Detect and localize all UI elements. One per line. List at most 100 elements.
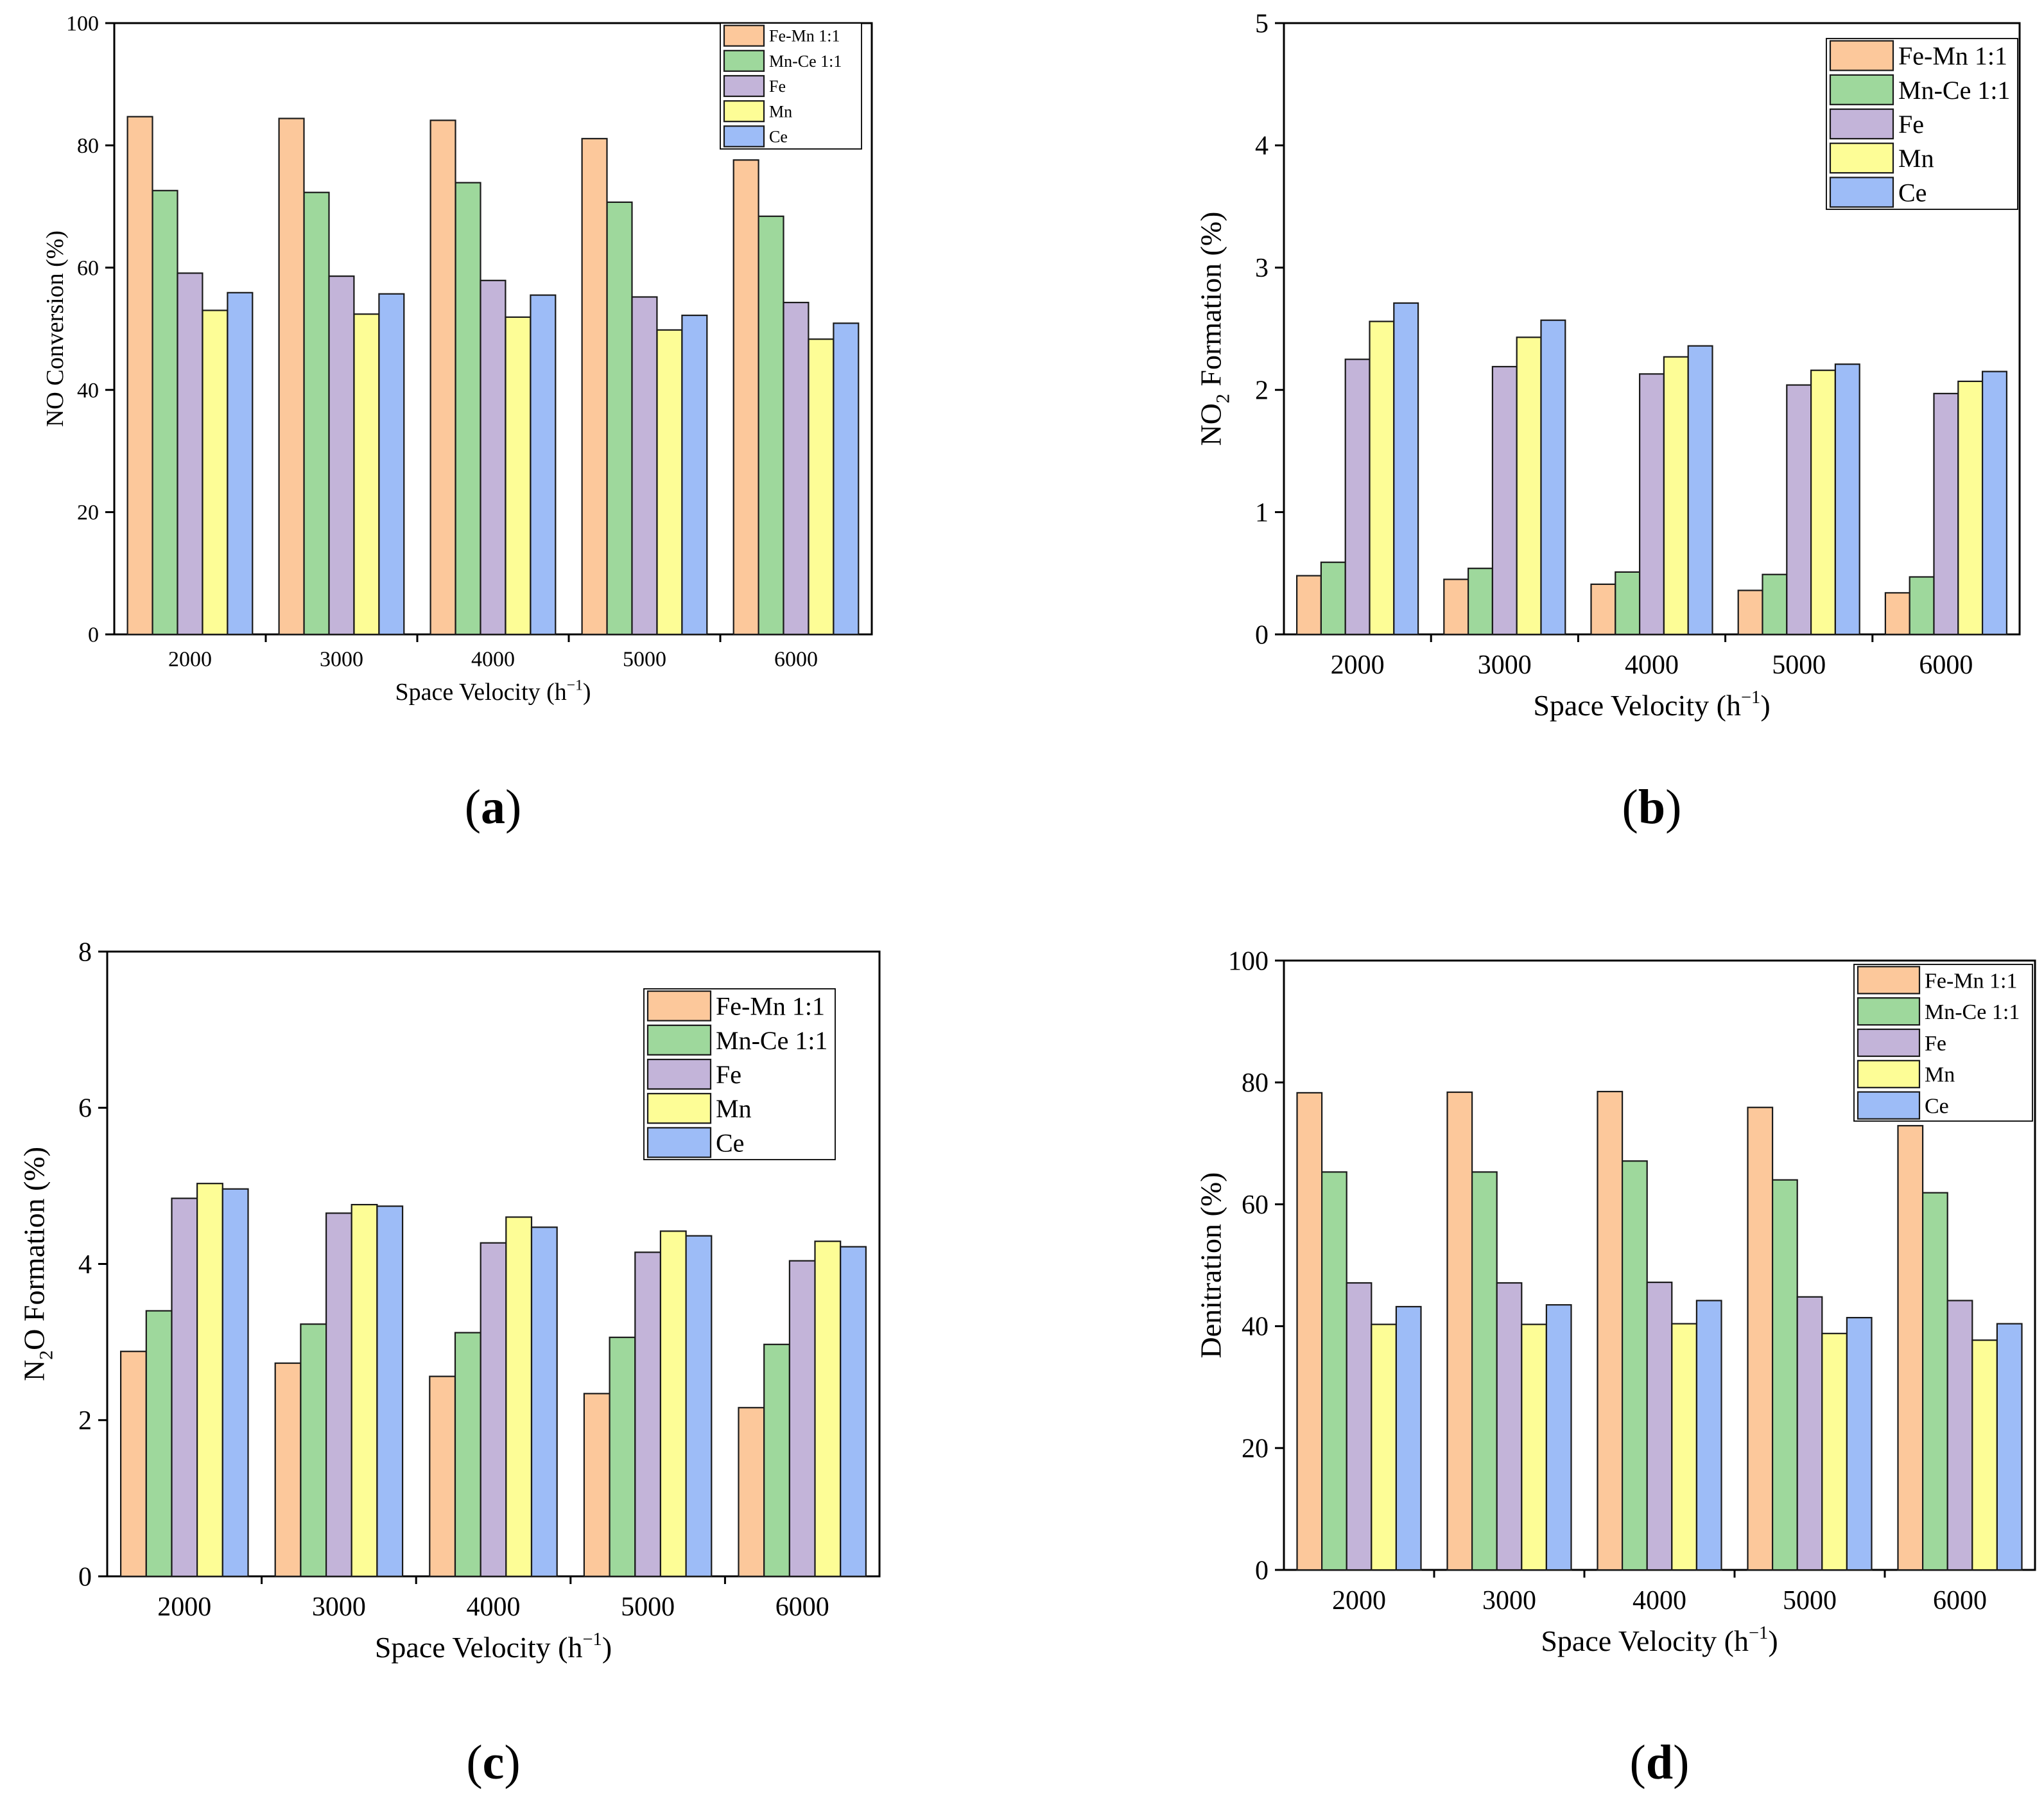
legend-swatch-fe — [646, 1058, 712, 1090]
bar-ce-3000 — [1540, 319, 1566, 636]
x-tick-label-5000: 5000 — [623, 647, 666, 671]
panel-label-close: ) — [1665, 780, 1681, 834]
y-axis-title-main: N — [17, 1360, 50, 1381]
y-tick-label: 0 — [78, 1562, 92, 1592]
x-axis-title-sup: −1 — [582, 1630, 602, 1650]
legend-label-mn: Mn — [716, 1094, 752, 1123]
x-axis-title: Space Velocity (h−1) — [395, 677, 591, 706]
x-axis-title-sup: −1 — [1741, 688, 1760, 708]
bar-fe-3000 — [1496, 1282, 1523, 1571]
legend-label-mn-ce-1-1: Mn-Ce 1:1 — [1898, 76, 2010, 105]
bar-fe-4000 — [480, 1242, 507, 1578]
x-tick-label-6000: 6000 — [775, 1592, 829, 1622]
panel-label-open: ( — [465, 780, 481, 834]
legend-label-mn: Mn — [769, 102, 792, 121]
bar-fe-3000 — [1491, 365, 1518, 636]
y-axis-title: NO2 Formation (%) — [1194, 211, 1233, 446]
y-tick-label: 0 — [1255, 620, 1269, 650]
y-tick-label: 5 — [1255, 9, 1269, 39]
bar-fe-mn-1-1-5000 — [1737, 589, 1763, 636]
y-tick-label: 2 — [1255, 376, 1269, 405]
x-tick-label-4000: 4000 — [1625, 650, 1679, 680]
panel-label-open: ( — [1622, 780, 1638, 834]
legend-label-fe: Fe — [1925, 1032, 1946, 1056]
bar-fe-3000 — [328, 275, 355, 636]
bar-mn-4000 — [505, 1216, 533, 1578]
x-axis-title-sup: −1 — [567, 677, 583, 694]
x-tick-label-4000: 4000 — [471, 647, 515, 671]
x-tick-label-2000: 2000 — [157, 1592, 211, 1622]
legend-swatch-mn — [646, 1093, 712, 1124]
legend-swatch-mn-ce-1-1 — [1857, 997, 1921, 1026]
x-tick-label-6000: 6000 — [1933, 1586, 1987, 1615]
y-tick-label: 60 — [1242, 1190, 1269, 1220]
bar-ce-3000 — [376, 1205, 404, 1578]
x-axis-title-main: Space Velocity (h — [395, 679, 566, 706]
legend-label-mn-ce-1-1: Mn-Ce 1:1 — [716, 1026, 827, 1055]
bar-ce-5000 — [681, 315, 708, 636]
bar-mn-ce-1-1-2000 — [152, 189, 178, 636]
bar-fe-mn-1-1-5000 — [1747, 1106, 1774, 1571]
legend-label-ce: Ce — [1898, 178, 1927, 207]
bar-fe-5000 — [1786, 384, 1812, 636]
y-tick-label: 100 — [1228, 946, 1269, 976]
bar-mn-ce-1-1-3000 — [303, 191, 330, 636]
bar-fe-mn-1-1-4000 — [1590, 583, 1616, 636]
legend-label-mn-ce-1-1: Mn-Ce 1:1 — [1925, 1000, 2020, 1024]
x-axis-title-main: Space Velocity (h — [1541, 1624, 1749, 1657]
bar-ce-5000 — [1846, 1317, 1873, 1571]
bar-mn-3000 — [351, 1203, 378, 1578]
bar-fe-4000 — [480, 279, 507, 636]
panel-c: 0 2 4 6 8 2000 3000 4000 5000 6000 Space Velocity … — [17, 937, 881, 1790]
legend-swatch-mn-ce-1-1 — [1829, 74, 1894, 105]
y-tick-label: 1 — [1255, 498, 1269, 528]
bar-mn-ce-1-1-3000 — [1471, 1171, 1498, 1571]
y-tick-label: 4 — [1255, 132, 1269, 161]
panel-d: 0 20 40 60 80 100 2000 3000 4000 5000 6000 Space Ve… — [1194, 946, 2036, 1790]
bar-mn-ce-1-1-3000 — [1468, 568, 1494, 636]
bar-fe-mn-1-1-6000 — [732, 159, 759, 636]
legend-swatch-fe — [1829, 108, 1894, 140]
y-tick-label: 80 — [1242, 1068, 1269, 1098]
bar-mn-ce-1-1-4000 — [454, 1332, 481, 1578]
bar-fe-mn-1-1-4000 — [429, 119, 456, 636]
panel-label: (b) — [1622, 780, 1682, 834]
y-tick-label: 20 — [77, 501, 99, 525]
bar-mn-ce-1-1-6000 — [763, 1343, 790, 1578]
panel-b: 0 1 2 3 4 5 2000 3000 4000 5000 6000 Space Velocity… — [1194, 9, 2021, 834]
panel-label-open: ( — [466, 1736, 482, 1790]
x-tick-label-3000: 3000 — [312, 1592, 366, 1622]
panel-a: 0 20 40 60 80 100 2000 3000 4000 5000 6000 Space Ve… — [42, 12, 873, 834]
bar-fe-mn-1-1-3000 — [1443, 579, 1469, 636]
x-axis-title-end: ) — [1760, 689, 1770, 722]
bar-fe-6000 — [788, 1260, 816, 1578]
bar-mn-ce-1-1-4000 — [455, 182, 481, 636]
bar-fe-mn-1-1-6000 — [738, 1407, 765, 1578]
y-axis-title: NO Conversion (%) — [42, 231, 69, 427]
legend-swatch-fe — [1857, 1028, 1921, 1058]
x-axis-title: Space Velocity (h−1) — [375, 1630, 612, 1664]
bar-ce-6000 — [1996, 1323, 2023, 1571]
legend-swatch-mn-ce-1-1 — [723, 49, 765, 72]
bar-mn-5000 — [659, 1230, 687, 1578]
bar-mn-5000 — [1821, 1332, 1848, 1571]
panel-label: (d) — [1630, 1736, 1690, 1790]
legend-label-fe-mn-1-1: Fe-Mn 1:1 — [716, 992, 825, 1021]
x-axis-title-main: Space Velocity (h — [1533, 689, 1741, 722]
y-tick-label: 60 — [77, 256, 99, 280]
bar-fe-mn-1-1-3000 — [1446, 1091, 1473, 1571]
bar-fe-mn-1-1-2000 — [126, 116, 153, 636]
panel-label-letter: b — [1638, 780, 1665, 834]
legend-label-fe-mn-1-1: Fe-Mn 1:1 — [1898, 42, 2007, 71]
bar-ce-2000 — [227, 292, 254, 636]
legend-label-ce: Ce — [716, 1128, 744, 1157]
bar-fe-4000 — [1639, 373, 1665, 636]
bar-fe-mn-1-1-5000 — [583, 1393, 611, 1578]
bar-mn-ce-1-1-6000 — [1909, 576, 1935, 636]
bar-mn-4000 — [505, 316, 532, 636]
bar-fe-5000 — [634, 1251, 662, 1578]
y-axis-title-main: Denitration (%) — [1194, 1172, 1227, 1359]
x-tick-label-4000: 4000 — [467, 1592, 521, 1622]
x-tick-label-3000: 3000 — [320, 647, 363, 671]
